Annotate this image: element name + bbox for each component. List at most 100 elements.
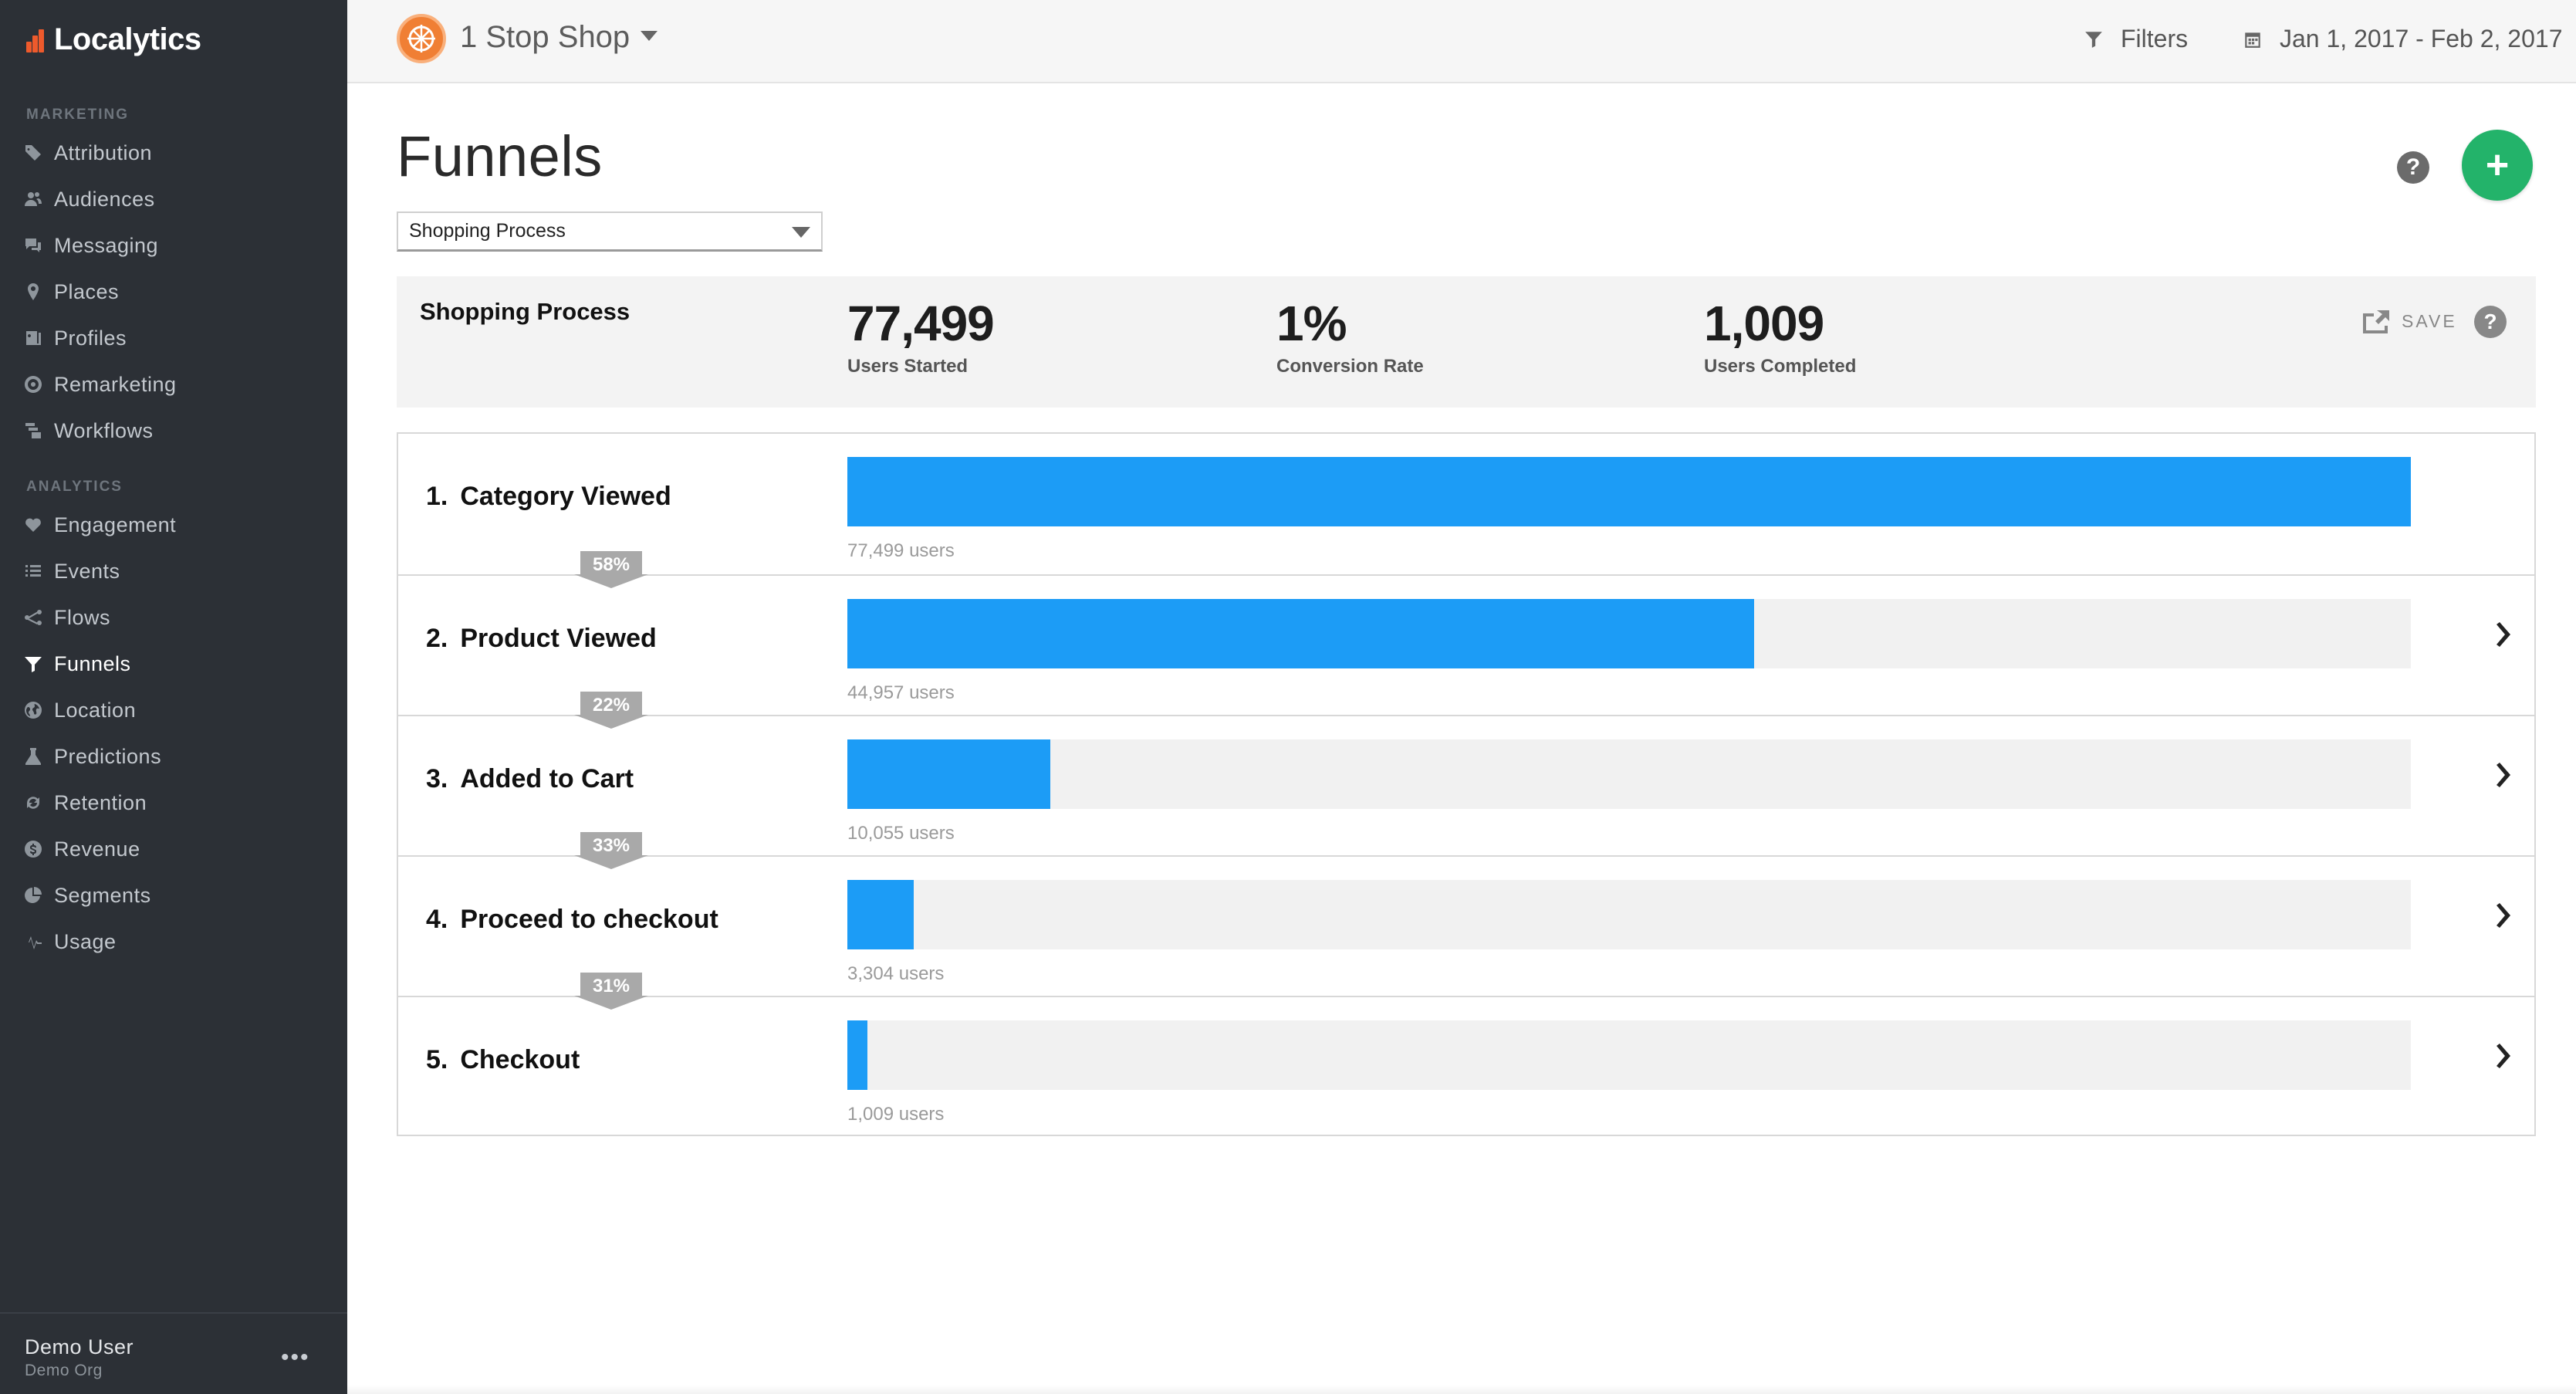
map-pin-icon: [23, 282, 43, 302]
help-icon[interactable]: ?: [2474, 306, 2507, 338]
sidebar-item-label: Remarketing: [54, 372, 177, 396]
sidebar-item-retention[interactable]: Retention: [23, 784, 332, 821]
date-range-picker[interactable]: Jan 1, 2017 - Feb 2, 2017: [2243, 25, 2562, 53]
step-users-count: 10,055 users: [847, 823, 955, 844]
chevron-right-icon[interactable]: [2494, 622, 2519, 647]
list-icon: [23, 561, 43, 581]
page-title: Funnels: [397, 124, 603, 188]
step-bar: [847, 599, 1754, 668]
stat-label: Users Started: [847, 356, 969, 377]
funnel-step-row[interactable]: 5. Checkout 1,009 users: [398, 996, 2534, 1136]
step-users-count: 44,957 users: [847, 682, 955, 703]
pie-icon: [23, 885, 43, 905]
stat-label: Conversion Rate: [1276, 356, 1424, 377]
chevron-down-icon[interactable]: [641, 31, 658, 41]
step-bar-track: [847, 457, 2411, 526]
filters-button[interactable]: Filters: [2084, 25, 2188, 53]
section-label-analytics: ANALYTICS: [26, 479, 123, 495]
stat-label: Users Completed: [1704, 356, 1857, 377]
sidebar-item-workflows[interactable]: Workflows: [23, 412, 332, 449]
target-icon: [23, 374, 43, 394]
messaging-icon: [23, 235, 43, 255]
sidebar-item-usage[interactable]: Usage: [23, 923, 332, 960]
funnel-step-row[interactable]: 2. Product Viewed 44,957 users: [398, 574, 2534, 715]
sidebar-item-messaging[interactable]: Messaging: [23, 227, 332, 264]
sidebar-item-profiles[interactable]: Profiles: [23, 320, 332, 357]
step-name: 4. Proceed to checkout: [426, 905, 718, 934]
step-users-count: 1,009 users: [847, 1104, 945, 1125]
funnel-step-row[interactable]: 3. Added to Cart 10,055 users: [398, 715, 2534, 855]
step-bar-track: [847, 599, 2411, 668]
section-label-marketing: MARKETING: [26, 107, 130, 123]
step-bar: [847, 880, 914, 949]
sidebar-item-label: Messaging: [54, 233, 159, 257]
sidebar-item-label: Revenue: [54, 837, 140, 861]
step-bar: [847, 457, 2411, 526]
tag-icon: [23, 143, 43, 163]
help-icon[interactable]: ?: [2397, 151, 2429, 184]
sidebar-item-label: Funnels: [54, 651, 131, 675]
filters-label: Filters: [2121, 25, 2189, 52]
sidebar-item-predictions[interactable]: Predictions: [23, 738, 332, 775]
stat-users-completed: 1,009 Users Completed: [1704, 297, 1857, 377]
sidebar-item-revenue[interactable]: Revenue: [23, 831, 332, 868]
funnel-select[interactable]: Shopping Process: [397, 211, 823, 252]
chevron-down-icon: [792, 227, 810, 238]
step-name: 2. Product Viewed: [426, 624, 657, 653]
conversion-badge: 33%: [574, 832, 648, 869]
logo[interactable]: Localytics: [26, 19, 201, 60]
conversion-badge: 31%: [574, 973, 648, 1010]
sidebar-item-engagement[interactable]: Engagement: [23, 506, 332, 543]
conversion-badge: 22%: [574, 692, 648, 729]
topbar: 1 Stop Shop Filters Jan 1, 2017 - Feb 2,…: [347, 0, 2576, 83]
sidebar-item-label: Profiles: [54, 326, 127, 350]
funnel-step-row[interactable]: 4. Proceed to checkout 3,304 users: [398, 855, 2534, 996]
sidebar-item-events[interactable]: Events: [23, 553, 332, 590]
chevron-right-icon[interactable]: [2494, 1044, 2519, 1068]
workflows-icon: [23, 421, 43, 441]
save-button[interactable]: SAVE: [2361, 307, 2457, 335]
sidebar-item-label: Retention: [54, 790, 147, 814]
sidebar-item-label: Flows: [54, 605, 111, 629]
sidebar-item-flows[interactable]: Flows: [23, 599, 332, 636]
more-options-icon[interactable]: •••: [281, 1345, 310, 1370]
sidebar-item-funnels[interactable]: Funnels: [23, 645, 332, 682]
sidebar-item-label: Location: [54, 698, 137, 722]
app-icon: [397, 14, 446, 63]
app-selector[interactable]: 1 Stop Shop: [460, 20, 630, 54]
sidebar-item-label: Usage: [54, 929, 117, 953]
summary-funnel-name: Shopping Process: [420, 298, 630, 325]
sidebar-item-location[interactable]: Location: [23, 692, 332, 729]
sidebar-item-label: Places: [54, 279, 120, 303]
filter-icon: [2085, 31, 2102, 48]
audiences-icon: [23, 189, 43, 209]
logo-text: Localytics: [54, 22, 201, 56]
date-range-label: Jan 1, 2017 - Feb 2, 2017: [2280, 25, 2563, 52]
sidebar-item-remarketing[interactable]: Remarketing: [23, 366, 332, 403]
sidebar-item-places[interactable]: Places: [23, 273, 332, 310]
share-icon: [2363, 310, 2389, 333]
step-name: 5. Checkout: [426, 1045, 580, 1074]
user-block[interactable]: Demo User Demo Org •••: [0, 1312, 347, 1394]
heart-icon: [23, 515, 43, 535]
profiles-icon: [23, 328, 43, 348]
sidebar: Localytics MARKETING Attribution Audience…: [0, 0, 347, 1394]
chevron-right-icon[interactable]: [2494, 903, 2519, 928]
add-funnel-button[interactable]: +: [2462, 130, 2533, 201]
step-bar: [847, 739, 1050, 809]
calendar-icon: [2245, 32, 2260, 48]
funnel-summary: Shopping Process 77,499 Users Started 1%…: [397, 276, 2536, 408]
sidebar-item-label: Workflows: [54, 418, 154, 442]
step-bar-track: [847, 880, 2411, 949]
sidebar-item-segments[interactable]: Segments: [23, 877, 332, 914]
sidebar-item-attribution[interactable]: Attribution: [23, 134, 332, 171]
stat-value: 1%: [1276, 296, 1347, 351]
sidebar-item-label: Segments: [54, 883, 151, 907]
globe-icon: [23, 700, 43, 720]
funnel-step-row: 1. Category Viewed 77,499 users: [398, 434, 2534, 574]
funnel-icon: [23, 654, 43, 674]
chevron-right-icon[interactable]: [2494, 763, 2519, 787]
funnel-select-value: Shopping Process: [409, 220, 566, 242]
sidebar-item-audiences[interactable]: Audiences: [23, 181, 332, 218]
